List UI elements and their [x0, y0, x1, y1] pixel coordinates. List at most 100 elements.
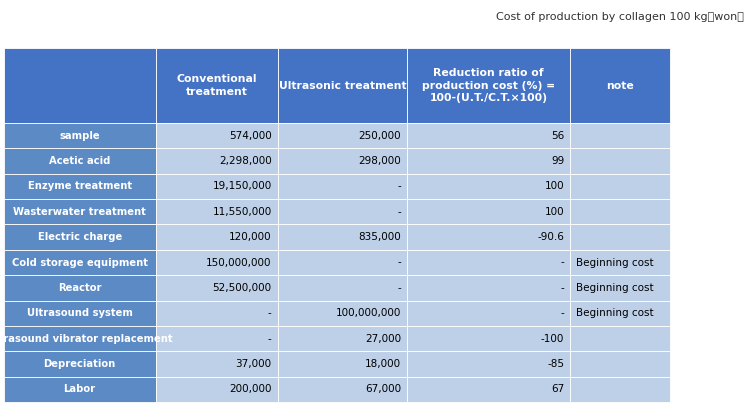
Bar: [4, 351, 156, 377]
Bar: [156, 377, 278, 402]
Bar: [278, 148, 408, 174]
Text: -: -: [268, 334, 272, 344]
Text: 18,000: 18,000: [365, 359, 402, 369]
Bar: [408, 199, 570, 224]
Bar: [570, 48, 670, 123]
Text: -: -: [398, 258, 402, 268]
Bar: [408, 301, 570, 326]
Bar: [4, 174, 156, 199]
Text: Beginning cost: Beginning cost: [576, 258, 654, 268]
Bar: [156, 250, 278, 275]
Text: Acetic acid: Acetic acid: [49, 156, 111, 166]
Bar: [156, 326, 278, 351]
Bar: [408, 123, 570, 148]
Text: Cost of production by collagen 100 kg（won）: Cost of production by collagen 100 kg（wo…: [497, 12, 744, 22]
Text: 67: 67: [551, 384, 564, 395]
Bar: [278, 275, 408, 301]
Text: 67,000: 67,000: [365, 384, 402, 395]
Text: 100: 100: [545, 207, 564, 217]
Text: 19,150,000: 19,150,000: [212, 181, 272, 191]
Bar: [156, 123, 278, 148]
Bar: [278, 199, 408, 224]
Text: -: -: [560, 258, 564, 268]
Bar: [4, 275, 156, 301]
Bar: [278, 123, 408, 148]
Bar: [570, 123, 670, 148]
Text: 56: 56: [551, 131, 564, 141]
Bar: [408, 148, 570, 174]
Bar: [278, 377, 408, 402]
Bar: [278, 250, 408, 275]
Bar: [4, 148, 156, 174]
Bar: [570, 199, 670, 224]
Bar: [570, 351, 670, 377]
Bar: [570, 377, 670, 402]
Bar: [156, 174, 278, 199]
Text: 100: 100: [545, 181, 564, 191]
Text: 200,000: 200,000: [229, 384, 272, 395]
Bar: [4, 377, 156, 402]
Text: 120,000: 120,000: [229, 232, 272, 242]
Bar: [408, 351, 570, 377]
Text: sample: sample: [59, 131, 100, 141]
Bar: [156, 275, 278, 301]
Text: 27,000: 27,000: [365, 334, 402, 344]
Bar: [4, 402, 156, 403]
Text: Reactor: Reactor: [58, 283, 102, 293]
Bar: [570, 326, 670, 351]
Text: -: -: [398, 181, 402, 191]
Text: -: -: [398, 283, 402, 293]
Text: Reduction ratio of
production cost (%) =
100-(U.T./C.T.×100): Reduction ratio of production cost (%) =…: [422, 68, 555, 103]
Text: 574,000: 574,000: [229, 131, 272, 141]
Bar: [278, 224, 408, 250]
Bar: [156, 224, 278, 250]
Bar: [570, 148, 670, 174]
Bar: [570, 301, 670, 326]
Bar: [408, 275, 570, 301]
Text: Conventional
treatment: Conventional treatment: [177, 75, 257, 97]
Text: 52,500,000: 52,500,000: [212, 283, 272, 293]
Bar: [156, 351, 278, 377]
Text: 99: 99: [551, 156, 564, 166]
Bar: [278, 351, 408, 377]
Bar: [278, 174, 408, 199]
Text: -: -: [560, 283, 564, 293]
Bar: [4, 224, 156, 250]
Text: Labor: Labor: [64, 384, 96, 395]
Bar: [408, 224, 570, 250]
Text: Wasterwater treatment: Wasterwater treatment: [13, 207, 146, 217]
Text: -: -: [560, 308, 564, 318]
Text: 2,298,000: 2,298,000: [219, 156, 272, 166]
Bar: [156, 301, 278, 326]
Text: 11,550,000: 11,550,000: [212, 207, 272, 217]
Bar: [408, 48, 570, 123]
Bar: [570, 402, 670, 403]
Bar: [278, 48, 408, 123]
Bar: [408, 174, 570, 199]
Text: 37,000: 37,000: [236, 359, 272, 369]
Bar: [156, 48, 278, 123]
Text: Ultrasound system: Ultrasound system: [27, 308, 132, 318]
Bar: [4, 250, 156, 275]
Text: Beginning cost: Beginning cost: [576, 283, 654, 293]
Bar: [570, 275, 670, 301]
Bar: [408, 402, 570, 403]
Text: Cold storage equipment: Cold storage equipment: [12, 258, 147, 268]
Bar: [570, 250, 670, 275]
Text: -: -: [268, 308, 272, 318]
Text: Ultrasonic treatment: Ultrasonic treatment: [279, 81, 406, 91]
Bar: [408, 250, 570, 275]
Text: -100: -100: [541, 334, 564, 344]
Bar: [4, 123, 156, 148]
Text: -85: -85: [548, 359, 564, 369]
Bar: [4, 301, 156, 326]
Text: Depreciation: Depreciation: [43, 359, 116, 369]
Text: Beginning cost: Beginning cost: [576, 308, 654, 318]
Bar: [156, 402, 278, 403]
Bar: [570, 174, 670, 199]
Bar: [278, 326, 408, 351]
Bar: [278, 402, 408, 403]
Bar: [4, 199, 156, 224]
Text: note: note: [607, 81, 634, 91]
Text: 150,000,000: 150,000,000: [206, 258, 272, 268]
